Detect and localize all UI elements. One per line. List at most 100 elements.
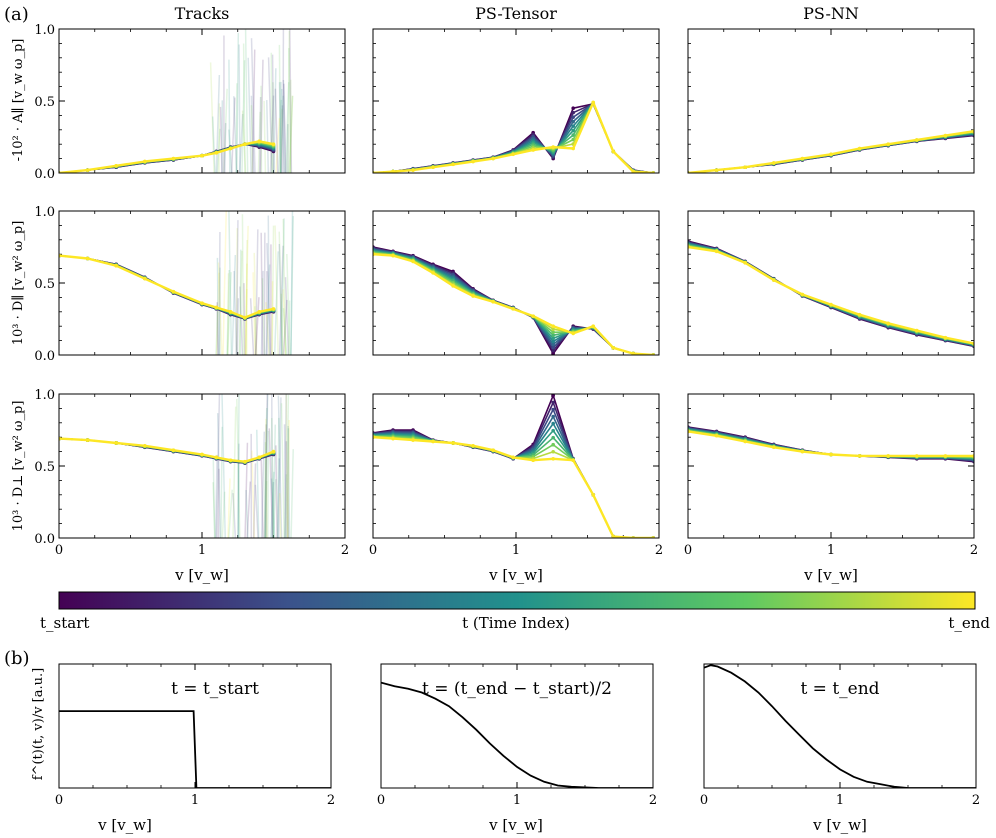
axes-frame: [688, 29, 974, 173]
track-noise: [221, 427, 222, 538]
series-point: [200, 301, 204, 305]
series-point: [491, 157, 495, 161]
series-point: [86, 438, 90, 442]
series-point: [257, 140, 261, 144]
series-line-t8: [688, 246, 974, 343]
series-point: [715, 168, 719, 172]
track-noise: [213, 456, 214, 538]
series-line-t9: [373, 102, 653, 173]
y-tick-label: 0.0: [34, 167, 55, 182]
panel-b-title: t = (t_end − t_start)/2: [422, 679, 612, 699]
plot-b-9: 0 1 2t = t_start: [55, 664, 335, 808]
column-titles: Tracks PS-Tensor PS-NN: [175, 4, 859, 23]
series-line-t8: [373, 103, 653, 173]
series-point: [886, 142, 890, 146]
col-title-ps-tensor: PS-Tensor: [475, 4, 557, 23]
series-line-t2: [373, 249, 653, 355]
series-point: [551, 408, 555, 412]
series-point: [551, 401, 555, 405]
track-noise: [248, 58, 251, 173]
plot-b-10: 0 1 2t = (t_end − t_start)/2: [377, 664, 657, 808]
x-tick-label: 2: [327, 793, 335, 808]
series-line-t5: [373, 431, 653, 538]
series-line-t9: [59, 141, 274, 173]
series-point: [272, 142, 276, 146]
plot-area: [686, 239, 976, 348]
track-noise: [245, 23, 247, 173]
plot-a-1: [371, 29, 659, 175]
track-noise: [291, 449, 293, 538]
series-point: [551, 422, 555, 426]
series-line-t9: [59, 439, 274, 462]
plot-area: [57, 387, 293, 538]
series-line-t3: [373, 249, 653, 355]
series-point: [172, 448, 176, 452]
axes-frame: [59, 29, 345, 173]
series-point: [571, 111, 575, 115]
plot-a-7: 012: [369, 394, 663, 558]
series-point: [511, 152, 515, 156]
series-point: [571, 115, 575, 119]
series-point: [143, 277, 147, 281]
series-line-t3: [373, 103, 653, 173]
series-point: [915, 454, 919, 458]
series-point: [829, 303, 833, 307]
series-point: [257, 456, 261, 460]
series-point: [801, 293, 805, 297]
xlabel-ps-nn: v [v_w]: [803, 566, 858, 584]
series-point: [743, 261, 747, 265]
y-tick-label: 0.5: [34, 460, 55, 475]
track-noise: [254, 463, 256, 538]
track-noise: [239, 44, 240, 173]
plot-a-2: [686, 29, 976, 175]
track-noise: [266, 481, 267, 538]
series-line-t3: [688, 243, 974, 345]
track-noise: [267, 100, 269, 173]
axes-frame: [59, 394, 345, 538]
plot-panels: 0.0 0.5 1.0 0.0 0.5 1.0 0 1 2 0.0 0.5 1.0 0 1 2 0 1 2 0 1 2 t…: [34, 23, 980, 808]
colorbar-label: t (Time Index): [462, 614, 570, 632]
series-point: [551, 429, 555, 433]
x-tick-label: 2: [655, 543, 663, 558]
series-line-t8: [373, 437, 653, 538]
series-point: [551, 436, 555, 440]
track-noise: [268, 431, 269, 538]
x-tick-label: 2: [970, 543, 978, 558]
series-point: [451, 441, 455, 445]
series-point: [944, 134, 948, 138]
series-point: [431, 165, 435, 169]
axes-frame: [688, 394, 974, 538]
x-tick-label: 2: [972, 793, 980, 808]
series-line-t9: [373, 254, 653, 355]
track-noise: [276, 445, 277, 538]
series-point: [915, 329, 919, 333]
series-point: [944, 336, 948, 340]
xlabel-b-end: v [v_w]: [812, 816, 867, 834]
series-point: [471, 294, 475, 298]
track-noise: [272, 281, 273, 355]
series-point: [915, 138, 919, 142]
series-point: [411, 168, 415, 172]
track-noise: [251, 105, 252, 173]
series-point: [200, 154, 204, 158]
series-point: [571, 332, 575, 336]
panel-b-title: t = t_start: [171, 679, 259, 699]
ylabel-panel-b: f^(t)(t, v)/v [a.u.]: [31, 668, 46, 780]
x-tick-label: 2: [649, 793, 657, 808]
series-point: [411, 260, 415, 264]
colorbar: t_start t (Time Index) t_end: [40, 592, 990, 632]
xlabel-b-mid: v [v_w]: [488, 816, 543, 834]
series-point: [743, 440, 747, 444]
series-point: [215, 306, 219, 310]
series-point: [772, 278, 776, 282]
series-point: [772, 445, 776, 449]
plot-area: [371, 101, 655, 175]
series-point: [611, 346, 615, 350]
series-line-t5: [59, 439, 274, 463]
plot-a-4: [371, 211, 659, 357]
xlabel-ps-tensor: v [v_w]: [488, 566, 543, 584]
series-point: [743, 165, 747, 169]
plot-a-5: [686, 211, 976, 355]
series-point: [511, 307, 515, 311]
series-line-t7: [373, 436, 653, 538]
